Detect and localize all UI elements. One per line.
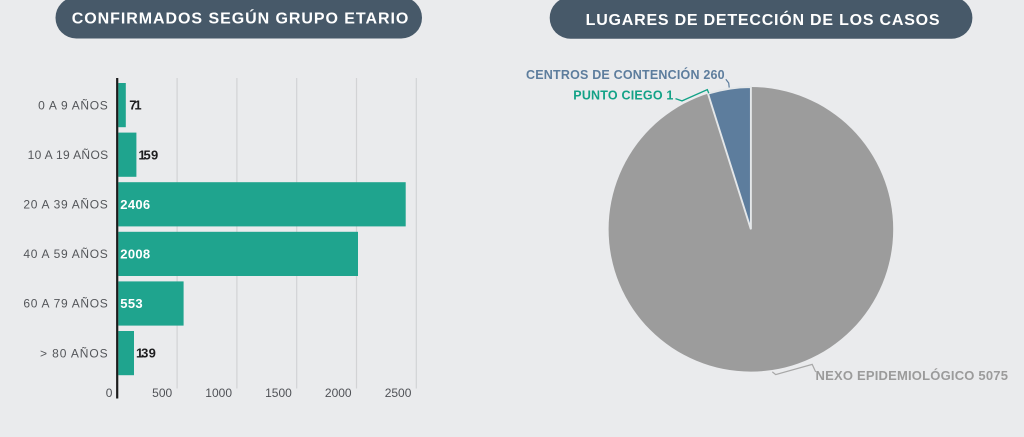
svg-text:500: 500 [152, 386, 172, 400]
svg-text:1500: 1500 [265, 386, 292, 400]
svg-text:CENTROS DE CONTENCIÓN 260: CENTROS DE CONTENCIÓN 260 [526, 67, 725, 82]
svg-text:40 A 59 AÑOS: 40 A 59 AÑOS [23, 247, 108, 261]
svg-text:159: 159 [138, 147, 158, 162]
svg-text:2500: 2500 [385, 386, 412, 400]
svg-text:> 80 AÑOS: > 80 AÑOS [40, 346, 108, 360]
svg-text:CONFIRMADOS SEGÚN GRUPO ETARIO: CONFIRMADOS SEGÚN GRUPO ETARIO [72, 9, 410, 28]
svg-text:NEXO EPIDEMIOLÓGICO 5075: NEXO EPIDEMIOLÓGICO 5075 [816, 368, 1009, 383]
svg-text:0 A 9 AÑOS: 0 A 9 AÑOS [38, 98, 108, 112]
svg-text:60 A 79 AÑOS: 60 A 79 AÑOS [23, 297, 108, 311]
svg-text:1000: 1000 [205, 386, 232, 400]
svg-text:71: 71 [129, 98, 142, 113]
svg-text:2000: 2000 [325, 386, 352, 400]
svg-text:PUNTO CIEGO 1: PUNTO CIEGO 1 [573, 89, 673, 103]
svg-text:20 A 39 AÑOS: 20 A 39 AÑOS [23, 198, 108, 212]
svg-text:0: 0 [106, 386, 113, 400]
svg-text:553: 553 [120, 296, 143, 311]
svg-text:10 A 19 AÑOS: 10 A 19 AÑOS [28, 148, 109, 162]
svg-text:139: 139 [136, 346, 156, 361]
svg-text:LUGARES DE DETECCIÓN DE LOS CA: LUGARES DE DETECCIÓN DE LOS CASOS [586, 10, 941, 29]
svg-text:2406: 2406 [120, 197, 150, 212]
svg-text:2008: 2008 [120, 247, 150, 262]
